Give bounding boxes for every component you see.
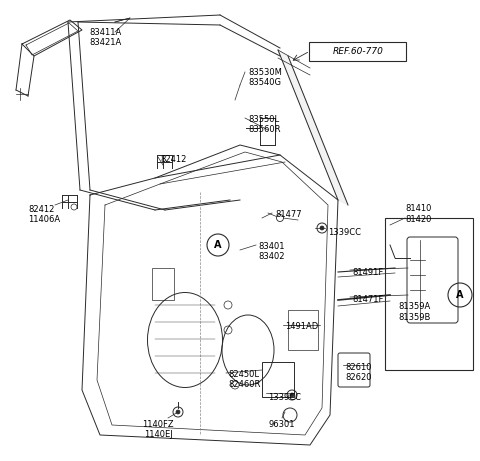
Text: A: A bbox=[214, 240, 222, 250]
Text: 82610
82620: 82610 82620 bbox=[345, 363, 372, 383]
Polygon shape bbox=[278, 50, 348, 205]
Text: 82450L
82460R: 82450L 82460R bbox=[228, 370, 260, 390]
Text: 1339CC: 1339CC bbox=[328, 228, 361, 237]
Text: 1140FZ
1140EJ: 1140FZ 1140EJ bbox=[142, 420, 174, 439]
Text: 82412
11406A: 82412 11406A bbox=[28, 205, 60, 225]
Bar bbox=[262, 362, 294, 397]
Text: 82412: 82412 bbox=[160, 155, 186, 164]
Text: 83411A
83421A: 83411A 83421A bbox=[89, 28, 121, 47]
Text: 81471F: 81471F bbox=[352, 295, 384, 304]
Circle shape bbox=[320, 226, 324, 230]
Text: REF.60-770: REF.60-770 bbox=[333, 47, 384, 55]
Text: A: A bbox=[456, 290, 464, 300]
Text: 1491AD: 1491AD bbox=[285, 322, 318, 331]
Bar bbox=[152, 268, 174, 300]
Circle shape bbox=[71, 204, 77, 210]
Text: 81410
81420: 81410 81420 bbox=[405, 204, 432, 224]
Text: 81477: 81477 bbox=[275, 210, 301, 219]
Text: 1339CC: 1339CC bbox=[268, 393, 301, 402]
Bar bbox=[288, 310, 318, 350]
Text: 81359A
81359B: 81359A 81359B bbox=[398, 302, 431, 322]
Text: 83401
83402: 83401 83402 bbox=[258, 242, 285, 261]
Text: 83550L
83560R: 83550L 83560R bbox=[248, 115, 280, 135]
Text: 83530M
83540G: 83530M 83540G bbox=[248, 68, 282, 88]
Bar bbox=[385, 218, 473, 370]
Text: 96301: 96301 bbox=[269, 420, 295, 429]
Circle shape bbox=[276, 214, 284, 221]
Circle shape bbox=[176, 410, 180, 414]
Circle shape bbox=[290, 393, 294, 397]
Text: 81491F: 81491F bbox=[352, 268, 383, 277]
